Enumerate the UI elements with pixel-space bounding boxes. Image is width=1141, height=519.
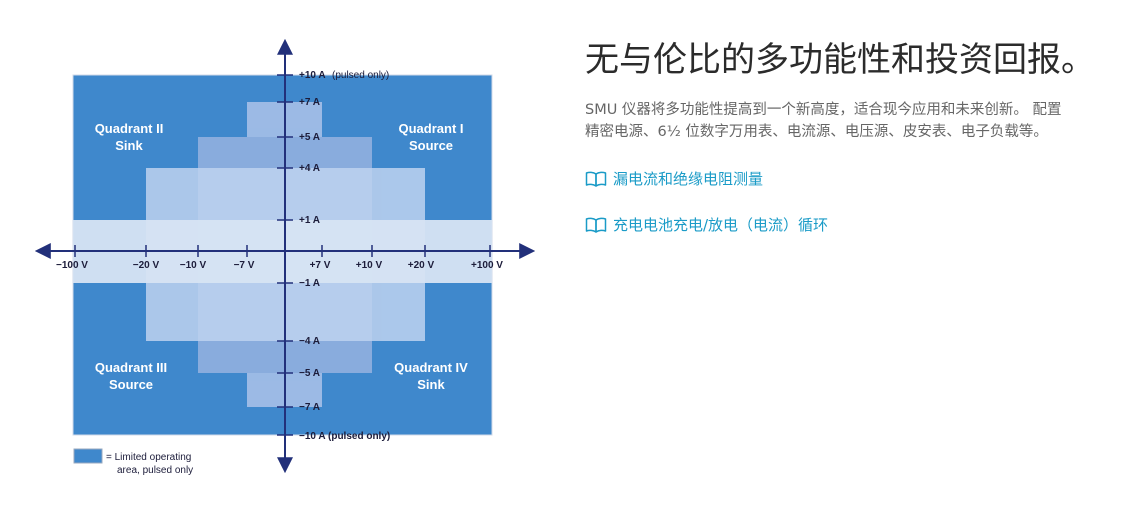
- quadrant-3-name: Quadrant III: [95, 360, 167, 375]
- voltage-label: −10 V: [180, 260, 207, 271]
- current-ticks: [277, 74, 293, 436]
- legend-text-line2: area, pulsed only: [117, 465, 193, 476]
- current-label: −1 A: [299, 278, 320, 289]
- quadrant-3-mode: Source: [109, 377, 153, 392]
- current-label: −10 A (pulsed only): [299, 431, 390, 442]
- current-label: +1 A: [299, 215, 320, 226]
- current-label: +5 A: [299, 132, 320, 143]
- voltage-label: +20 V: [408, 260, 435, 271]
- page-title: 无与伦比的多功能性和投资回报。: [585, 40, 1095, 80]
- current-label: +4 A: [299, 163, 320, 174]
- current-label: −4 A: [299, 336, 320, 347]
- current-label: +7 A: [299, 97, 320, 108]
- description-line-1: SMU 仪器将多功能性提高到一个新高度，适合现今应用和未来创新。 配置: [585, 102, 1062, 118]
- link-label[interactable]: 漏电流和绝缘电阻测量: [613, 170, 764, 188]
- operating-area-diagram: +10 A (pulsed only) +7 A +5 A +4 A +1 A …: [34, 38, 536, 476]
- quadrant-2-name: Quadrant II: [95, 121, 164, 136]
- quadrant-1-mode: Source: [409, 138, 453, 153]
- quadrant-4-name: Quadrant IV: [394, 360, 468, 375]
- pulsed-note: (pulsed only): [332, 70, 389, 81]
- description-line-2: 精密电源、6½ 位数字万用表、电流源、电压源、皮安表、电子负载等。: [585, 124, 1048, 140]
- open-book-icon: [585, 171, 607, 187]
- voltage-label: −100 V: [56, 260, 88, 271]
- legend-text-line1: = Limited operating: [106, 452, 191, 463]
- description: SMU 仪器将多功能性提高到一个新高度，适合现今应用和未来创新。 配置 精密电源…: [585, 99, 1125, 143]
- voltage-label: +100 V: [471, 260, 503, 271]
- quadrant-1-name: Quadrant I: [398, 121, 463, 136]
- battery-cycling-link[interactable]: 充电电池充电/放电（电流）循环: [585, 214, 828, 235]
- quadrant-4-mode: Sink: [417, 377, 445, 392]
- voltage-label: +10 V: [356, 260, 383, 271]
- voltage-label: −7 V: [234, 260, 255, 271]
- link-label[interactable]: 充电电池充电/放电（电流）循环: [613, 216, 829, 234]
- current-label: +10 A: [299, 70, 326, 81]
- leakage-current-link[interactable]: 漏电流和绝缘电阻测量: [585, 168, 763, 189]
- voltage-label: +7 V: [310, 260, 331, 271]
- voltage-label: −20 V: [133, 260, 160, 271]
- legend-swatch: [73, 448, 103, 464]
- quadrant-2-mode: Sink: [115, 138, 143, 153]
- current-label: −5 A: [299, 368, 320, 379]
- open-book-icon: [585, 217, 607, 233]
- current-label: −7 A: [299, 402, 320, 413]
- voltage-ticks: [74, 245, 491, 257]
